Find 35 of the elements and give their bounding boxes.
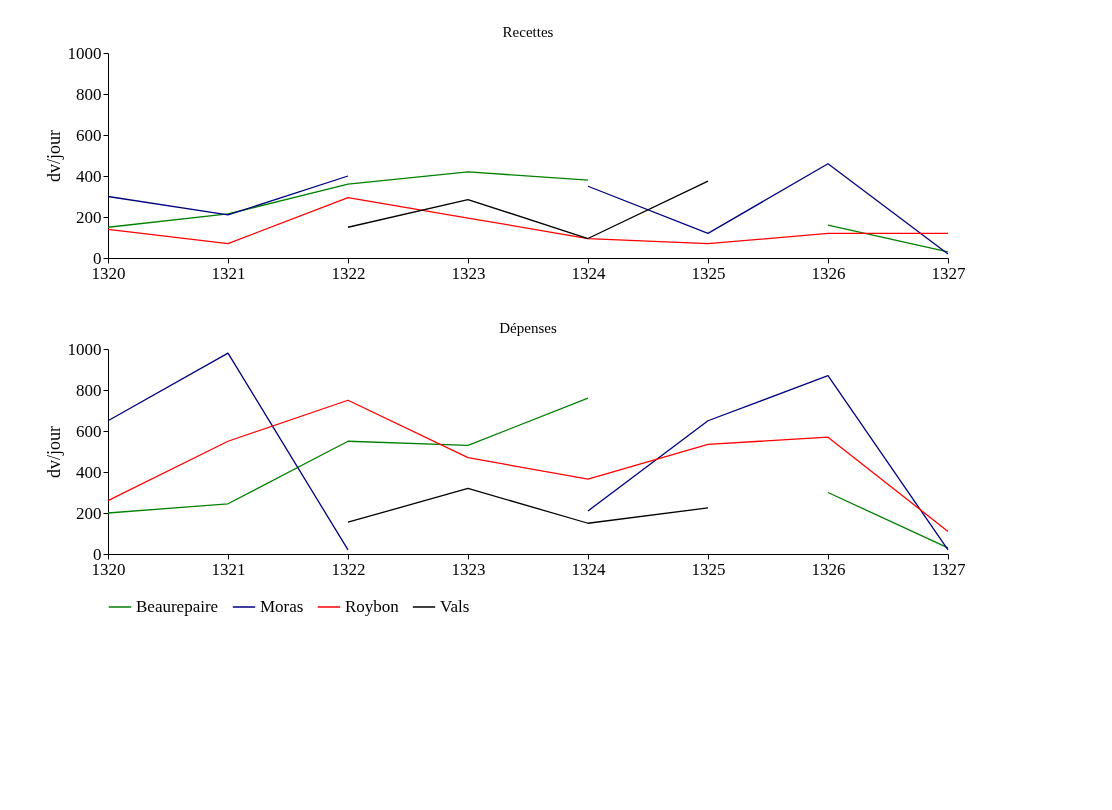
x-tick-label: 1326	[811, 559, 846, 579]
x-tick-label: 1322	[331, 263, 366, 283]
legend-label: Moras	[260, 597, 304, 616]
y-tick-label: 1000	[67, 43, 102, 63]
x-tick-label: 1322	[331, 559, 366, 579]
line-series	[107, 196, 949, 245]
x-tick-label: 1323	[451, 263, 486, 283]
x-tick-label: 1327	[931, 559, 966, 579]
y-tick-label: 600	[76, 125, 102, 145]
y-tick-label: 1000	[67, 339, 102, 359]
x-tick-label: 1325	[691, 263, 726, 283]
y-tick-label: 200	[76, 207, 102, 227]
x-tick-label: 1323	[451, 559, 486, 579]
y-tick-label: 400	[76, 166, 102, 186]
legend-label: Roybon	[345, 597, 400, 616]
x-tick-label: 1324	[571, 559, 606, 579]
y-tick-label: 400	[76, 462, 102, 482]
y-tick-label: 800	[76, 84, 102, 104]
y-tick-label: 600	[76, 421, 102, 441]
line-series	[347, 180, 709, 240]
y-tick-label: 200	[76, 503, 102, 523]
x-tick-label: 1326	[811, 263, 846, 283]
chart-title: Dépenses	[499, 320, 557, 336]
y-axis-title: dv/jour	[43, 426, 64, 478]
legend-label: Beaurepaire	[136, 597, 219, 616]
legend-label: Vals	[440, 597, 470, 616]
chart-title: Recettes	[502, 24, 554, 40]
y-tick-label: 800	[76, 380, 102, 400]
x-tick-label: 1325	[691, 559, 726, 579]
x-tick-label: 1321	[211, 263, 246, 283]
y-axis-title: dv/jour	[43, 130, 64, 182]
x-tick-label: 1327	[931, 263, 966, 283]
line-series	[347, 487, 709, 524]
x-tick-label: 1324	[571, 263, 606, 283]
x-tick-label: 1321	[211, 559, 246, 579]
